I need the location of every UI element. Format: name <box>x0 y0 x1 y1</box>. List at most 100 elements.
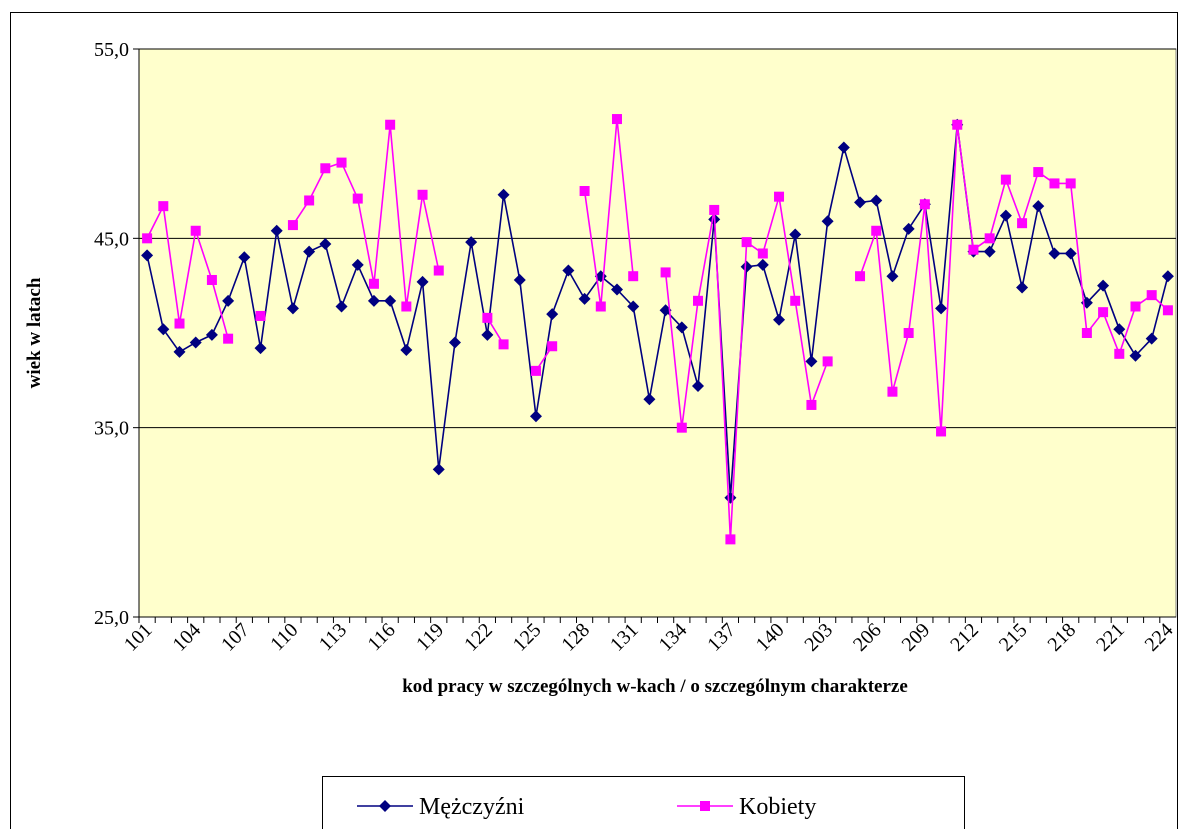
point <box>984 233 995 244</box>
point <box>401 301 412 312</box>
point <box>676 422 687 433</box>
point <box>546 308 559 321</box>
legend-label: Kobiety <box>739 794 816 820</box>
point <box>173 345 186 358</box>
point <box>238 251 251 264</box>
point <box>725 534 736 545</box>
point <box>1049 178 1060 189</box>
point <box>336 157 347 168</box>
point <box>385 119 396 130</box>
point <box>432 463 445 476</box>
point <box>1161 270 1174 283</box>
point <box>952 119 963 130</box>
point <box>304 195 315 206</box>
point <box>1065 178 1076 189</box>
point <box>643 393 656 406</box>
point <box>433 265 444 276</box>
point <box>287 220 298 231</box>
point <box>757 248 768 259</box>
point <box>481 328 494 341</box>
point <box>887 386 898 397</box>
point <box>774 191 785 202</box>
point <box>903 328 914 338</box>
point <box>320 163 331 174</box>
point <box>837 141 850 154</box>
point <box>513 273 526 286</box>
point <box>157 323 170 336</box>
point <box>319 238 332 251</box>
point <box>547 341 558 352</box>
point <box>142 233 153 244</box>
point <box>384 294 397 307</box>
point <box>417 189 428 200</box>
point <box>189 336 202 349</box>
point <box>805 355 818 368</box>
point <box>1033 167 1044 178</box>
point <box>222 294 235 307</box>
point <box>756 258 769 271</box>
series-line <box>146 124 1169 498</box>
x-axis-label: kod pracy w szczególnych w-kach / o szcz… <box>402 676 908 697</box>
point <box>611 114 622 125</box>
point <box>919 199 930 210</box>
y-tick-label: 55,0 <box>94 39 129 61</box>
point <box>902 222 915 235</box>
point <box>158 201 169 212</box>
point <box>1017 218 1028 229</box>
point <box>400 344 413 357</box>
point <box>660 267 671 278</box>
point <box>692 380 705 393</box>
point <box>1146 290 1157 301</box>
point <box>628 271 639 282</box>
point <box>255 310 266 321</box>
point <box>206 274 217 285</box>
point <box>935 302 948 315</box>
point <box>821 215 834 228</box>
point <box>806 399 817 410</box>
point <box>1032 200 1045 213</box>
point <box>968 244 979 255</box>
point <box>871 225 882 236</box>
point <box>709 204 720 215</box>
y-tick-label: 35,0 <box>94 418 129 440</box>
point <box>352 193 363 204</box>
point <box>465 236 478 249</box>
point <box>773 313 786 326</box>
point <box>936 426 947 437</box>
point <box>741 237 752 248</box>
point <box>854 196 867 209</box>
point <box>870 194 883 207</box>
y-tick-label: 25,0 <box>94 607 129 629</box>
point <box>562 264 575 277</box>
point <box>1064 247 1077 260</box>
plot-area <box>138 48 1177 618</box>
point <box>351 258 364 271</box>
legend <box>322 776 965 829</box>
point <box>740 260 753 273</box>
point <box>700 801 710 811</box>
point <box>1145 332 1158 345</box>
point <box>286 302 299 315</box>
point <box>482 312 493 323</box>
point <box>254 342 267 355</box>
y-tick-label: 45,0 <box>94 228 129 250</box>
point <box>174 318 185 329</box>
point <box>368 278 379 289</box>
point <box>822 356 833 367</box>
point <box>1114 348 1125 359</box>
point <box>1162 305 1173 316</box>
point <box>497 188 510 201</box>
point <box>1016 281 1029 294</box>
point <box>1048 247 1061 260</box>
point <box>610 283 623 296</box>
point <box>223 333 234 344</box>
legend-label: Mężczyźni <box>419 794 525 820</box>
point <box>529 410 542 423</box>
point <box>416 275 429 288</box>
point <box>579 186 590 196</box>
point <box>983 245 996 258</box>
point <box>693 295 704 306</box>
point <box>886 270 899 283</box>
point <box>367 294 380 307</box>
